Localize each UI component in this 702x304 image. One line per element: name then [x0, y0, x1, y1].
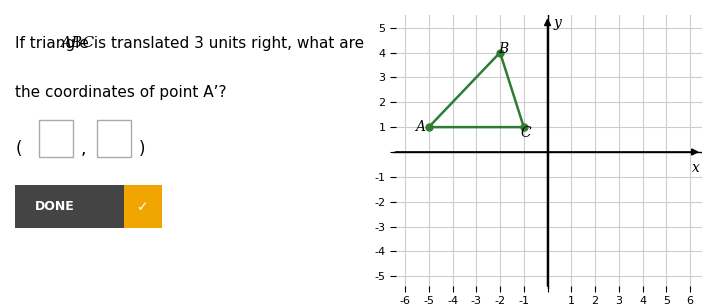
- Text: If triangle: If triangle: [15, 36, 94, 51]
- FancyBboxPatch shape: [15, 185, 124, 228]
- Text: A: A: [416, 120, 425, 134]
- FancyBboxPatch shape: [124, 185, 162, 228]
- Text: the coordinates of point A’?: the coordinates of point A’?: [15, 85, 227, 100]
- Text: ,: ,: [81, 140, 86, 158]
- Text: is translated 3 units right, what are: is translated 3 units right, what are: [88, 36, 364, 51]
- Text: y: y: [553, 16, 562, 30]
- FancyBboxPatch shape: [39, 120, 74, 157]
- FancyBboxPatch shape: [97, 120, 131, 157]
- Text: DONE: DONE: [35, 200, 74, 213]
- Text: ✓: ✓: [137, 200, 149, 214]
- Text: ABC: ABC: [60, 36, 94, 50]
- Text: ): ): [139, 140, 145, 158]
- Text: (: (: [15, 140, 22, 158]
- Text: B: B: [498, 42, 509, 56]
- Text: x: x: [691, 161, 700, 175]
- Text: C: C: [521, 126, 531, 140]
